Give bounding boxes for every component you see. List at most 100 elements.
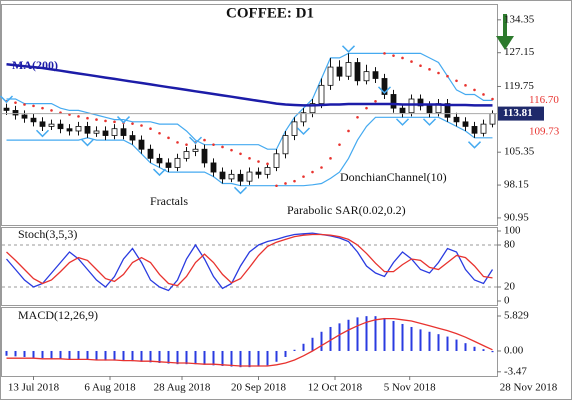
x-tick-label: 5 Nov 2018 bbox=[384, 382, 436, 394]
sar-dot bbox=[257, 160, 260, 163]
stoch-line bbox=[6, 233, 493, 287]
candle-body bbox=[291, 121, 298, 136]
trend-arrow bbox=[496, 14, 514, 50]
sar-dot bbox=[410, 60, 413, 63]
candle-body bbox=[147, 148, 154, 159]
price-tag-label: 116.70 bbox=[529, 94, 559, 106]
fractal-marker bbox=[395, 118, 410, 126]
candle-body bbox=[255, 171, 262, 175]
donchian-upper bbox=[6, 52, 493, 150]
sar-dot bbox=[23, 103, 26, 106]
x-tick-label: 28 Aug 2018 bbox=[154, 382, 211, 394]
sar-dot bbox=[356, 115, 359, 119]
sar-dot bbox=[32, 104, 35, 108]
candle-body bbox=[228, 173, 235, 180]
fractal-marker bbox=[377, 86, 392, 94]
sar-dot bbox=[338, 143, 341, 146]
y-tick-label: 90.95 bbox=[504, 211, 529, 223]
sar-dot bbox=[104, 119, 107, 123]
price-tag-label: 109.73 bbox=[529, 126, 560, 138]
candle-body bbox=[138, 139, 145, 150]
sar-dot bbox=[266, 162, 269, 166]
donchian-label: DonchianChannel(10) bbox=[340, 170, 447, 184]
sar-dot bbox=[131, 122, 134, 125]
y-tick-label: 134.35 bbox=[504, 13, 535, 25]
fractal-marker bbox=[233, 186, 248, 195]
sar-dot bbox=[248, 157, 251, 160]
x-tick-label: 12 Oct 2018 bbox=[308, 382, 363, 394]
sar-dot bbox=[320, 166, 323, 169]
fractal-marker bbox=[188, 136, 203, 145]
fractal-marker bbox=[0, 95, 14, 104]
y-tick-label: 20 bbox=[504, 281, 516, 293]
sar-dot bbox=[491, 97, 494, 101]
price-tag bbox=[498, 106, 544, 121]
sar-dot bbox=[203, 138, 206, 142]
chart-title: COFFEE: D1 bbox=[226, 5, 314, 21]
candle-body bbox=[210, 162, 217, 173]
candle-body bbox=[12, 110, 19, 116]
candle-body bbox=[84, 126, 91, 134]
candle-body bbox=[237, 173, 244, 182]
fractal-marker bbox=[422, 118, 437, 126]
candle-body bbox=[183, 151, 190, 159]
sar-dot bbox=[473, 88, 476, 92]
stoch-panel bbox=[1, 227, 498, 306]
sar-dot bbox=[311, 170, 314, 174]
fractal-marker bbox=[35, 129, 50, 138]
candle-body bbox=[66, 128, 73, 132]
x-tick-label: 13 Jul 2018 bbox=[8, 382, 60, 394]
fractal-marker bbox=[116, 116, 131, 124]
sar-dot bbox=[464, 84, 467, 87]
sar-dot bbox=[41, 106, 44, 110]
candle-body bbox=[282, 135, 289, 155]
candle-body bbox=[354, 62, 361, 82]
x-tick-label: 6 Aug 2018 bbox=[84, 382, 136, 394]
candle-body bbox=[444, 103, 451, 118]
y-tick-label: -3.47 bbox=[504, 365, 527, 377]
candle-body bbox=[75, 126, 82, 132]
sar-dot bbox=[176, 141, 179, 144]
candle-body bbox=[309, 103, 316, 114]
sar-dot bbox=[293, 179, 296, 183]
sar-dot bbox=[275, 184, 278, 188]
price-panel bbox=[1, 4, 498, 226]
fractal-marker bbox=[467, 141, 482, 149]
sar-dot bbox=[77, 115, 80, 118]
sar-dot bbox=[95, 118, 98, 121]
candle-body bbox=[318, 84, 325, 104]
signal-line bbox=[6, 317, 493, 367]
sar-dot bbox=[14, 101, 17, 104]
sar-dot bbox=[86, 116, 89, 120]
sar-dot bbox=[374, 100, 377, 103]
candle-body bbox=[363, 71, 370, 82]
candle-body bbox=[327, 66, 334, 86]
candle-body bbox=[165, 162, 172, 168]
sar-dot bbox=[140, 124, 143, 127]
sar-dot bbox=[455, 79, 458, 83]
candle-body bbox=[390, 94, 397, 109]
candle-body bbox=[381, 78, 388, 95]
y-tick-label: 0.00 bbox=[504, 345, 524, 357]
fractals-label: Fractals bbox=[150, 194, 188, 208]
sar-dot bbox=[149, 127, 152, 130]
sar-dot bbox=[230, 148, 233, 152]
fractal-marker bbox=[296, 127, 311, 136]
y-tick-label: 100 bbox=[504, 225, 521, 237]
candle-body bbox=[417, 98, 424, 107]
y-tick-label: 105.35 bbox=[504, 146, 535, 158]
candle-body bbox=[300, 112, 307, 123]
candle-body bbox=[93, 130, 100, 134]
candle-body bbox=[156, 157, 163, 164]
sar-dot bbox=[419, 64, 422, 68]
sar-dot bbox=[401, 56, 404, 60]
candle-body bbox=[489, 113, 496, 125]
sar-dot bbox=[482, 93, 485, 96]
sar-dot bbox=[383, 52, 386, 55]
sar-dot bbox=[329, 157, 332, 160]
candle-body bbox=[120, 128, 127, 136]
sar-dot bbox=[365, 106, 368, 110]
sar-dot bbox=[302, 175, 305, 178]
y-tick-label: 98.15 bbox=[504, 179, 529, 191]
